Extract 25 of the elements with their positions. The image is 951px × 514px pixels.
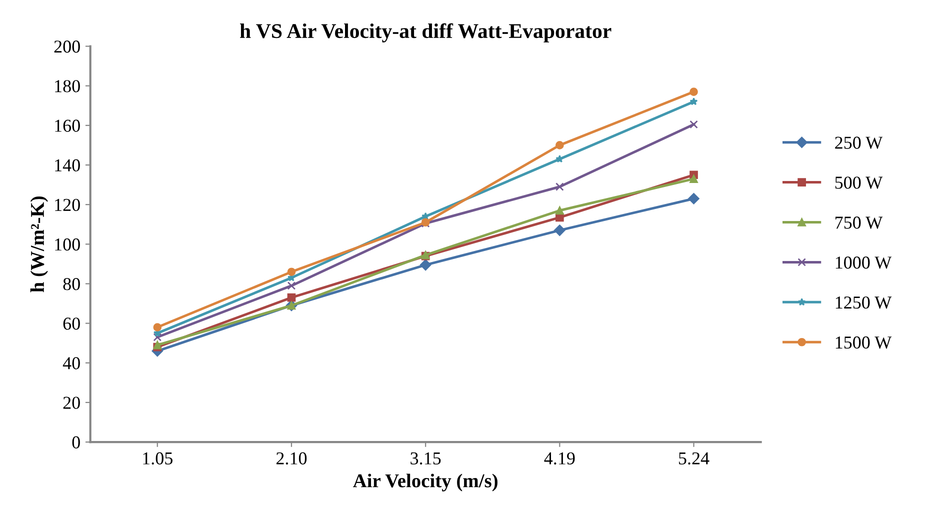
legend-label: 1250 W [836, 296, 892, 309]
x-tick-label: 1.05 [143, 452, 172, 465]
y-tick-label: 40 [62, 357, 80, 370]
chart-title: h VS Air Velocity-at diff Watt-Evaporator [240, 23, 612, 42]
y-tick-label: 140 [55, 159, 80, 172]
legend-label: 1000 W [836, 256, 892, 269]
x-tick-label: 3.15 [410, 452, 441, 465]
y-tick-label: 60 [63, 318, 80, 330]
y-tick-label: 0 [72, 436, 80, 448]
legend-label: 500 W [835, 176, 883, 189]
y-tick-label: 100 [55, 238, 80, 251]
y-tick-label: 20 [63, 396, 80, 409]
legend-label: 1500 W [836, 336, 892, 349]
y-tick-label: 80 [63, 278, 80, 290]
legend-label: 750 W [836, 216, 883, 229]
x-tick-label: 5.24 [679, 452, 710, 465]
legend-label: 250 W [835, 136, 883, 149]
y-tick-label: 120 [55, 198, 80, 212]
y-tick-label: 160 [55, 120, 80, 132]
x-tick-label: 2.10 [276, 452, 307, 465]
y-tick-label: 180 [55, 80, 80, 92]
x-axis-title: Air Velocity (m/s) [353, 474, 498, 492]
y-axis-title: h (W/m²-K) [30, 196, 48, 292]
y-tick-label: 200 [54, 40, 80, 53]
x-tick-label: 4.19 [544, 452, 575, 465]
